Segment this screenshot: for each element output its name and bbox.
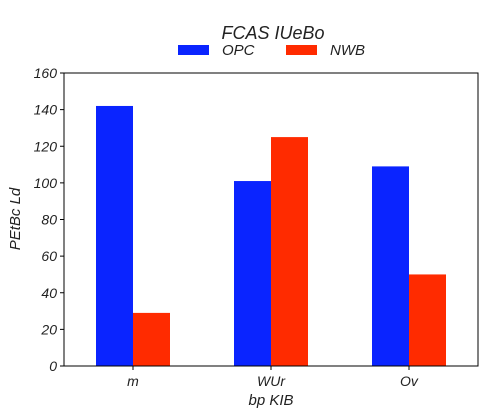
- x-axis-label: bp KIB: [248, 392, 293, 409]
- y-axis: 0 20 40 60 80 100 120 140 160: [34, 65, 64, 374]
- bar-opc-wur: [234, 181, 271, 366]
- y-tick-label: 40: [41, 285, 57, 301]
- y-tick-label: 140: [34, 102, 58, 118]
- legend-label-opc: OPC: [222, 42, 255, 59]
- bar-nwb-wur: [271, 137, 308, 366]
- y-tick-label: 80: [41, 212, 57, 228]
- x-tick-label: m: [127, 373, 139, 389]
- legend-swatch-opc: [178, 45, 209, 55]
- legend-swatch-nwb: [286, 45, 317, 55]
- y-tick-label: 60: [41, 248, 57, 264]
- chart-title: FCAS IUeBo: [221, 23, 324, 43]
- legend: OPC NWB: [178, 42, 365, 59]
- y-tick-label: 120: [34, 138, 58, 154]
- bar-opc-m: [96, 105, 133, 367]
- y-tick-label: 20: [40, 321, 57, 337]
- bar-nwb-ov: [409, 274, 446, 366]
- y-axis-label: PEtBc Ld: [7, 187, 24, 250]
- x-tick-label: Ov: [400, 373, 419, 389]
- bar-opc-ov: [372, 166, 409, 366]
- x-tick-label: WUr: [257, 373, 286, 389]
- legend-label-nwb: NWB: [330, 42, 365, 59]
- bars: [96, 105, 446, 367]
- y-tick-label: 100: [34, 175, 58, 191]
- x-axis: m WUr Ov: [127, 366, 419, 389]
- y-tick-label: 160: [34, 65, 58, 81]
- bar-nwb-m: [133, 312, 170, 366]
- y-tick-label: 0: [49, 358, 57, 374]
